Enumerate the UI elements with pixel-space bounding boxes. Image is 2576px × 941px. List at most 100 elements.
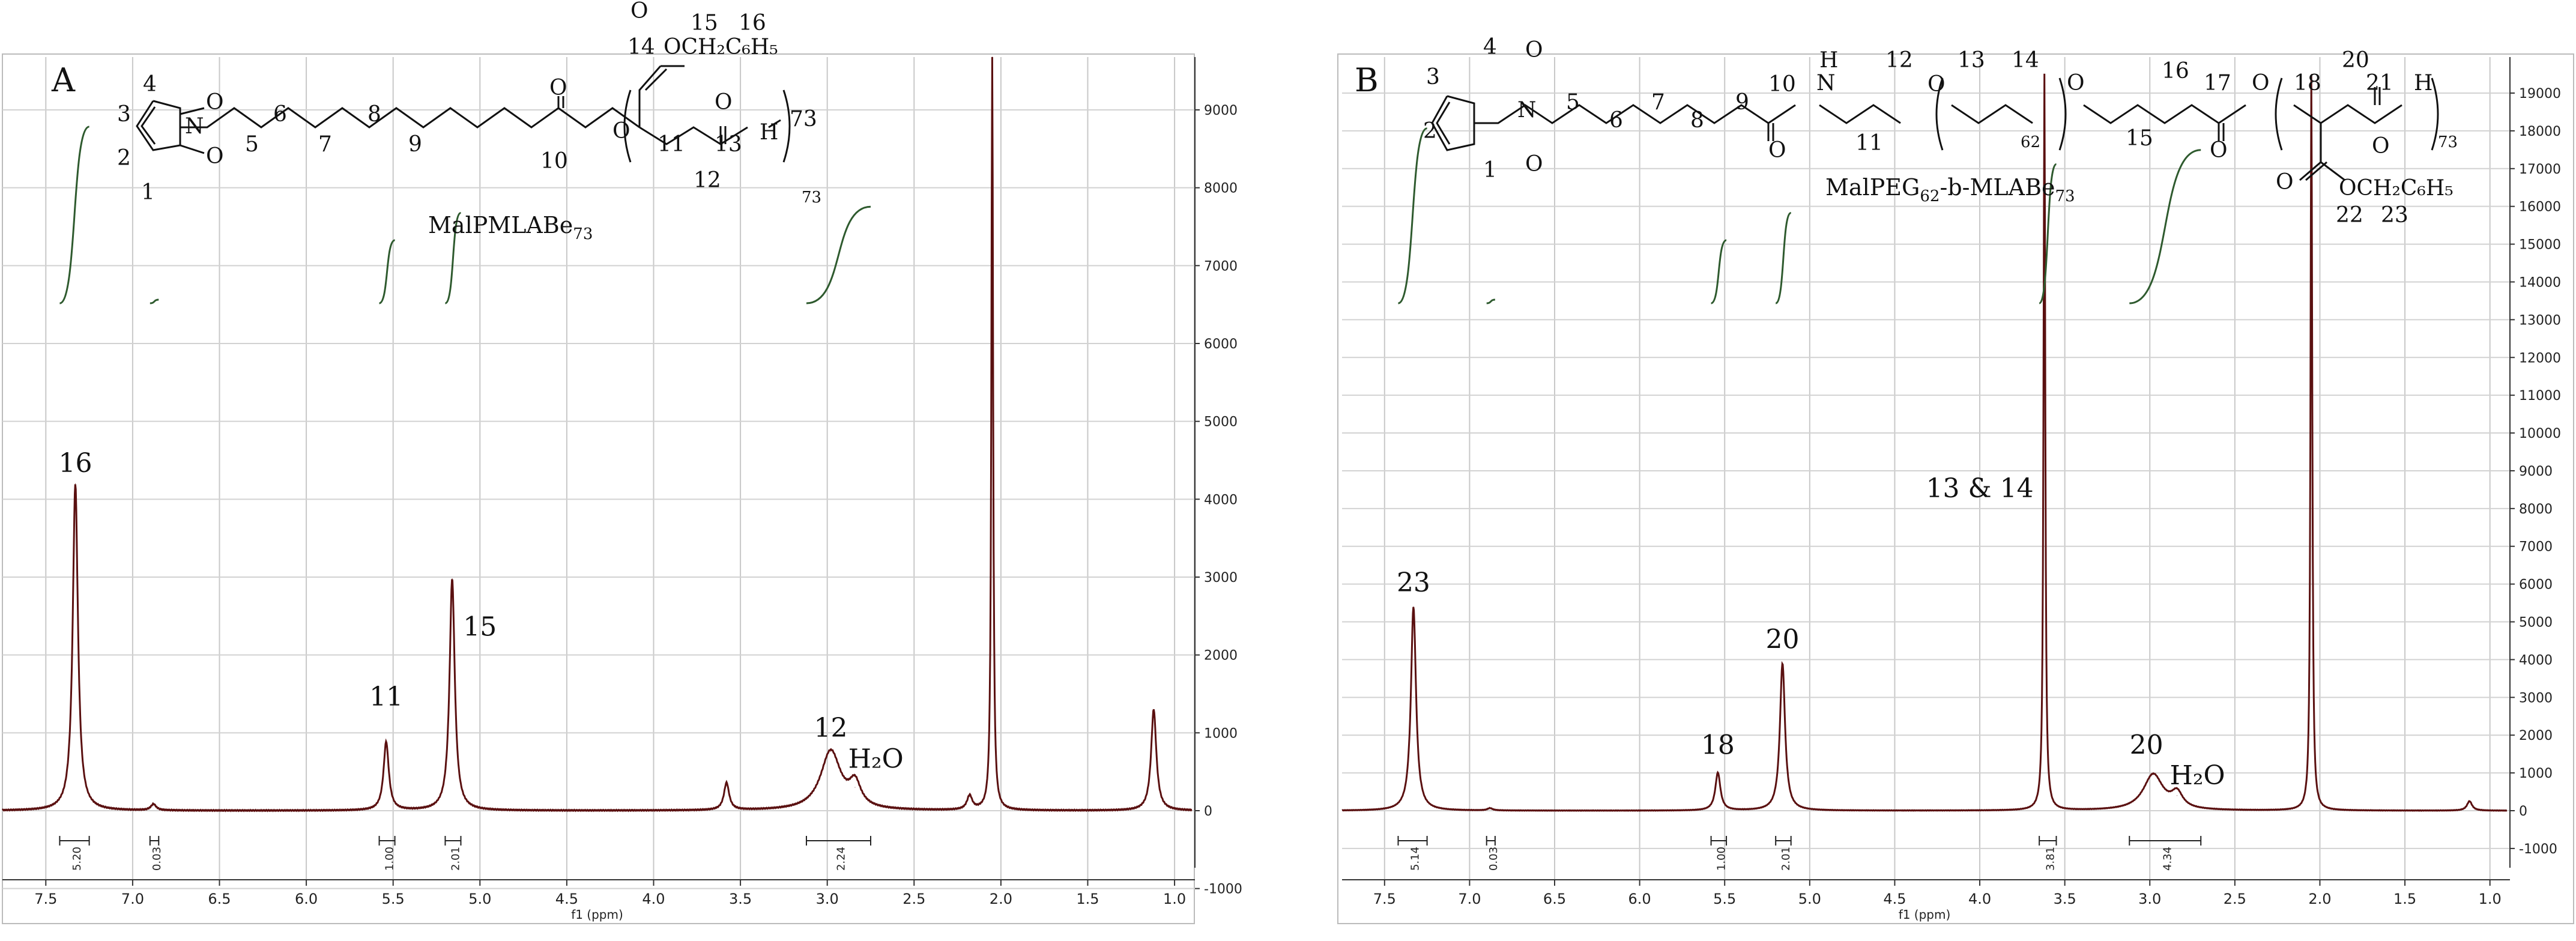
x-tick-label: 5.0 [468,891,491,907]
y-tick-label: 14000 [2519,275,2561,290]
integral-value: 5.20 [71,847,83,871]
atom-label: 7 [1651,90,1665,115]
panel-a-integral-curves [59,126,871,304]
atom-label: 21 [2366,71,2393,95]
integral-curve [444,212,462,304]
atom-label: 1 [1483,158,1497,183]
panel-b-integrals: 5.14 0.03 1.00 2.01 3.81 4.34 [1397,836,2202,871]
y-tick-label: 0 [1204,804,1212,819]
integral-value: 2.24 [835,847,847,871]
atom-label: 12 [1885,48,1913,73]
atom-label: O [1525,38,1543,62]
y-tick-label: 8000 [2519,502,2553,517]
peak-label: 16 [58,448,92,479]
atom-label: 16 [2162,59,2189,83]
atom-label: 5 [245,132,259,157]
atom-label: 15 [691,11,718,35]
atom-label: O [206,90,224,115]
atom-label: O [2372,134,2390,159]
atom-label: O [630,0,649,23]
x-tick-label: 7.5 [1373,891,1396,907]
y-tick-label: 16000 [2519,200,2561,215]
y-tick-label: 4000 [1204,492,1238,507]
atom-label: 73 [790,107,817,132]
peak-point [153,804,154,805]
peak-point [1782,663,1783,664]
atom-label: O [2252,71,2270,95]
panel-a-structure-name: MalPMLABe73 [428,212,593,243]
panel-b-structure-name: MalPEG62-b-MLABe73 [1825,174,2075,205]
atom-label: 73 [2438,133,2458,151]
y-tick-label: 9000 [2519,464,2553,479]
atom-label: 14 [627,35,655,59]
panel-a: -100001000200030004000500060007000800090… [2,0,1242,924]
y-tick-label: 6000 [1204,337,1238,352]
structure-subscript-2: 73 [2055,187,2075,205]
peak-point [854,787,856,788]
x-tick-label: 2.0 [990,891,1012,907]
x-tick-label: 4.0 [642,891,665,907]
atom-label: 4 [143,72,157,97]
integral-value: 4.34 [2162,847,2174,871]
peak-point [991,56,993,58]
y-tick-label: 9000 [1204,103,1238,118]
atom-label: H [1819,48,1838,73]
y-tick-label: 10000 [2519,426,2561,441]
peak-label: 15 [463,611,497,642]
structure-name: MalPEG [1825,174,1920,201]
atom-label: H [760,120,778,145]
peak-point [726,783,727,784]
y-tick-label: 4000 [2519,653,2553,668]
atom-label: O [206,144,224,169]
integral-value: 0.03 [1487,847,1500,871]
peak-label: 20 [1766,625,1800,655]
x-axis-label: f1 (ppm) [571,907,623,922]
structure-subscript: 62 [1920,187,1940,205]
panel-b: -100001000200030004000500060007000800090… [1337,35,2574,924]
atom-label: O [2210,138,2228,163]
structure-subscript: 73 [573,225,593,243]
atom-label: O [1768,138,1786,163]
x-tick-label: 3.0 [2138,891,2161,907]
x-tick-label: 1.5 [1076,891,1099,907]
y-tick-label: 12000 [2519,351,2561,366]
integral-curve [1775,212,1792,304]
integral-curve [59,126,90,304]
integral-value: 5.14 [1409,847,1422,871]
y-tick-label: 7000 [1204,259,1238,274]
atom-label: O [1525,152,1543,177]
atom-label: 17 [2204,71,2231,95]
x-tick-label: 1.0 [1163,891,1186,907]
atom-label: 5 [1566,90,1580,115]
y-tick-label: 3000 [1204,570,1238,585]
y-tick-label: 11000 [2519,389,2561,404]
panel-a-letter: A [51,61,76,99]
spectrum-line [1341,73,2508,812]
integral-curve [2129,149,2201,304]
integral-value: 2.01 [449,847,462,871]
panel-a-axes: -100001000200030004000500060007000800090… [2,57,1242,922]
atom-label: 6 [1609,108,1623,133]
integral-value: 1.00 [384,847,396,871]
atom-label: 62 [2021,133,2040,151]
structure-name: MalPMLABe [428,212,573,238]
peak-point [2469,800,2470,802]
svg-text:MalPEG62-b-MLABe73: MalPEG62-b-MLABe73 [1825,174,2075,205]
x-tick-label: 3.5 [729,891,752,907]
atom-label: 9 [408,132,422,157]
y-tick-label: 2000 [2519,728,2553,743]
atom-label: 11 [658,132,685,157]
y-tick-label: 0 [2519,804,2527,819]
y-tick-label: 1000 [2519,766,2553,781]
panel-b-spectrum [1341,73,2508,812]
integral-value: 1.00 [1715,847,1728,871]
y-tick-label: 19000 [2519,86,2561,101]
peak-label: 18 [1701,730,1735,761]
y-tick-label: 17000 [2519,162,2561,177]
x-tick-label: 7.0 [1458,891,1481,907]
peak-point [969,796,970,797]
y-tick-label: 13000 [2519,313,2561,328]
y-tick-label: -1000 [1204,882,1242,897]
y-tick-label: 8000 [1204,181,1238,196]
atom-label: 16 [739,11,766,35]
